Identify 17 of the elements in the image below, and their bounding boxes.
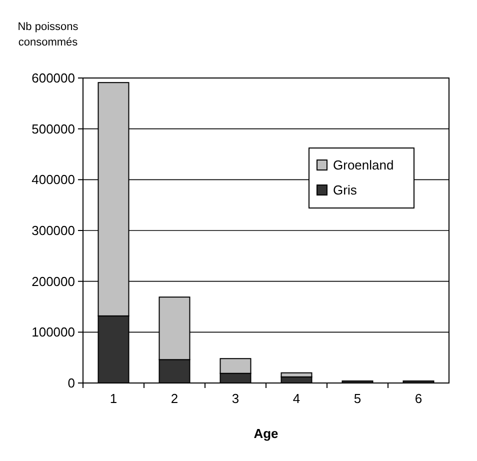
y-tick-label: 100000	[32, 324, 75, 340]
y-tick-label: 300000	[32, 223, 75, 238]
y-tick-label: 200000	[32, 274, 75, 289]
legend-label: Groenland	[333, 158, 394, 173]
x-tick-label: 3	[232, 391, 240, 406]
x-tick-label: 2	[170, 391, 178, 406]
x-tick-label: 6	[414, 391, 422, 406]
y-axis-title: Nb poissons consommés	[18, 21, 79, 48]
y-tick-label: 600000	[32, 70, 75, 86]
x-axis-title: Age	[254, 426, 278, 441]
x-tick-label: 4	[292, 391, 300, 406]
legend-label: Gris	[333, 182, 358, 198]
y-tick-label: 0	[68, 376, 75, 391]
x-tick-label: 1	[110, 391, 118, 406]
x-tick-label: 5	[354, 391, 362, 406]
y-tick-label: 400000	[32, 172, 75, 188]
y-tick-label: 500000	[32, 121, 75, 136]
